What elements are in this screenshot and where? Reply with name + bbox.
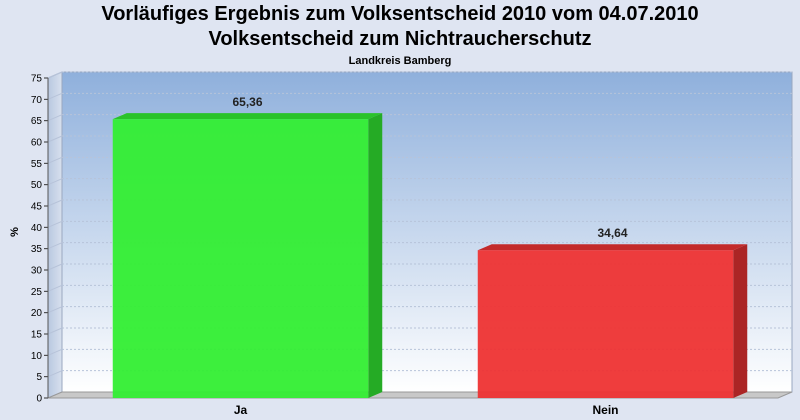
- y-tick-label: 10: [31, 351, 43, 362]
- bar-top: [112, 113, 383, 120]
- y-tick-label: 5: [36, 372, 42, 383]
- y-tick-label: 75: [31, 74, 43, 85]
- y-tick-label: 40: [31, 223, 43, 234]
- x-category-label: Nein: [592, 403, 618, 417]
- chart-title-line1: Vorläufiges Ergebnis zum Volksentscheid …: [101, 3, 699, 25]
- grid-line-wall: [47, 135, 63, 143]
- bar-side: [733, 244, 748, 398]
- grid-line-wall: [47, 199, 63, 207]
- y-tick-label: 45: [31, 202, 43, 213]
- y-tick-label: 35: [31, 244, 43, 255]
- grid-line-wall: [47, 327, 63, 335]
- grid-line-wall: [47, 92, 63, 100]
- grid-line-wall: [47, 220, 63, 228]
- y-tick-label: 20: [31, 308, 43, 319]
- y-tick-label: 15: [31, 330, 43, 341]
- bar-side: [368, 113, 383, 398]
- grid-line-wall: [47, 242, 63, 250]
- y-tick-label: 0: [36, 394, 42, 405]
- bar: [112, 119, 369, 398]
- grid-line-wall: [47, 348, 63, 356]
- grid-line-wall: [47, 370, 63, 378]
- data-label: 34,64: [597, 226, 627, 240]
- y-tick-label: 70: [31, 95, 43, 106]
- data-label: 65,36: [232, 95, 262, 109]
- bar: [477, 250, 734, 398]
- grid-line-wall: [47, 71, 63, 79]
- y-tick-label: 50: [31, 180, 43, 191]
- grid-line-wall: [47, 263, 63, 271]
- grid-line-wall: [47, 156, 63, 164]
- bar-top: [477, 244, 748, 251]
- y-tick-label: 60: [31, 138, 43, 149]
- chart-title-line2: Volksentscheid zum Nichtraucherschutz: [208, 28, 592, 50]
- grid-line-wall: [47, 114, 63, 122]
- grid-line-wall: [47, 284, 63, 292]
- grid-line-wall: [47, 178, 63, 186]
- grid-line-wall: [47, 306, 63, 314]
- y-tick-label: 55: [31, 159, 43, 170]
- left-wall: [47, 71, 63, 399]
- x-category-label: Ja: [234, 403, 248, 417]
- y-tick-label: 25: [31, 287, 43, 298]
- y-tick-label: 65: [31, 116, 43, 127]
- y-tick-label: 30: [31, 266, 43, 277]
- chart-subtitle: Landkreis Bamberg: [348, 55, 452, 67]
